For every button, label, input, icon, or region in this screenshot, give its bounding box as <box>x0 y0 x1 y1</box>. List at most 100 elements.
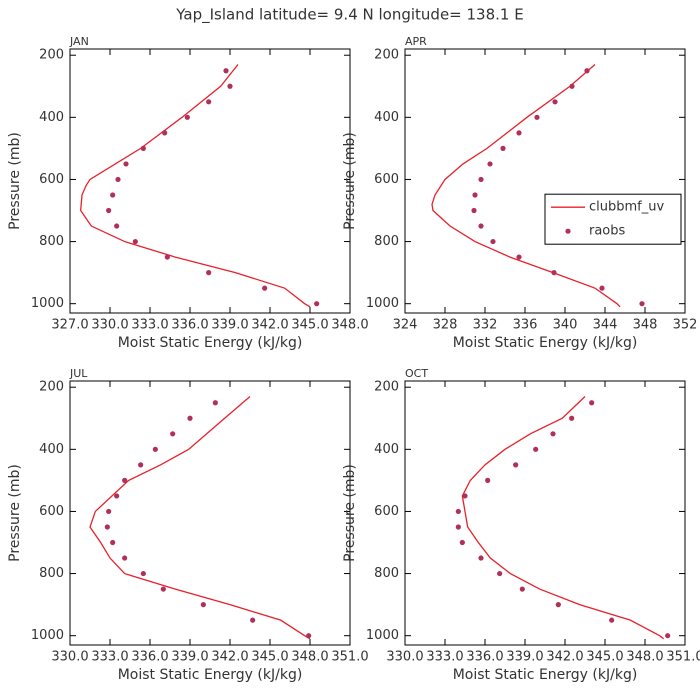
obs-point <box>472 192 478 198</box>
obs-point <box>160 586 166 592</box>
x-tick-label: 344 <box>593 318 618 333</box>
obs-point <box>110 192 116 198</box>
y-tick-label: 800 <box>39 234 64 249</box>
obs-point <box>455 508 461 515</box>
obs-point <box>478 555 484 561</box>
y-tick-label: 1000 <box>366 628 399 643</box>
x-tick-label: 351.0 <box>666 650 700 665</box>
obs-point <box>471 207 477 214</box>
y-tick-label: 400 <box>39 110 64 125</box>
obs-point <box>584 68 590 74</box>
obs-point <box>490 238 496 245</box>
x-tick-label: 352 <box>673 318 698 333</box>
x-tick-label: 336.0 <box>466 650 503 665</box>
y-tick-label: 600 <box>39 504 64 519</box>
y-tick-label: 1000 <box>31 296 64 311</box>
obs-point <box>462 493 468 499</box>
x-tick-label: 333.0 <box>131 318 168 333</box>
obs-point <box>227 83 233 89</box>
plot-frame <box>404 48 686 314</box>
y-tick-label: 1000 <box>31 628 64 643</box>
obs-point <box>550 431 556 437</box>
obs-point <box>665 633 671 639</box>
x-tick-label: 342.0 <box>546 650 583 665</box>
obs-point <box>497 570 503 577</box>
y-tick-label: 1000 <box>366 296 399 311</box>
x-tick-label: 339.0 <box>211 318 248 333</box>
obs-point <box>485 477 491 483</box>
obs-point <box>206 99 212 105</box>
obs-point <box>516 130 522 136</box>
y-tick-label: 200 <box>39 380 64 395</box>
y-tick-label: 200 <box>374 48 399 63</box>
y-tick-label: 800 <box>39 566 64 581</box>
obs-point <box>516 254 522 260</box>
x-tick-label: 330.0 <box>51 650 88 665</box>
plot-frame <box>69 380 351 646</box>
x-tick-label: 348 <box>633 318 658 333</box>
obs-point <box>459 539 465 546</box>
obs-point <box>519 586 525 592</box>
obs-point <box>110 539 116 546</box>
obs-point <box>534 114 540 120</box>
obs-point <box>140 145 146 151</box>
obs-point <box>123 161 129 167</box>
obs-point <box>306 633 312 639</box>
x-tick-label: 327.0 <box>51 318 88 333</box>
profile-line <box>79 64 311 308</box>
y-tick-label: 400 <box>374 110 399 125</box>
obs-point <box>569 83 575 89</box>
legend-label: raobs <box>589 224 626 239</box>
obs-point <box>609 617 615 623</box>
x-tick-label: 339.0 <box>506 650 543 665</box>
panel-title: OCT <box>405 367 428 380</box>
x-axis-label: Moist Static Energy (kJ/kg) <box>453 667 638 683</box>
obs-point <box>184 114 190 120</box>
obs-point <box>639 301 645 307</box>
x-tick-label: 339.0 <box>171 650 208 665</box>
y-tick-label: 600 <box>39 172 64 187</box>
y-tick-label: 200 <box>374 380 399 395</box>
panel-title: JAN <box>69 35 89 48</box>
y-axis-label: Pressure (mb) <box>342 464 358 562</box>
legend-swatch <box>565 228 571 234</box>
x-tick-label: 340 <box>553 318 578 333</box>
x-tick-label: 330.0 <box>91 318 128 333</box>
y-axis-label: Pressure (mb) <box>7 464 23 562</box>
x-tick-label: 342.0 <box>251 318 288 333</box>
obs-point <box>500 145 506 151</box>
obs-point <box>114 223 120 229</box>
obs-point <box>599 285 605 291</box>
y-tick-label: 800 <box>374 566 399 581</box>
x-tick-label: 332 <box>473 318 498 333</box>
figure-title: Yap_Island latitude= 9.4 N longitude= 13… <box>175 6 523 25</box>
obs-point <box>314 301 320 307</box>
obs-point <box>122 555 128 561</box>
obs-point <box>115 176 121 183</box>
panel-title: JUL <box>69 367 88 380</box>
obs-point <box>132 238 138 245</box>
x-tick-label: 333.0 <box>426 650 463 665</box>
obs-point <box>187 415 193 421</box>
y-tick-label: 800 <box>374 234 399 249</box>
obs-point <box>162 130 168 136</box>
y-tick-label: 400 <box>39 442 64 457</box>
x-tick-label: 336.0 <box>171 318 208 333</box>
obs-point <box>200 602 206 608</box>
obs-point <box>138 462 144 468</box>
legend-box <box>544 193 682 245</box>
obs-point <box>478 176 484 183</box>
profile-line <box>89 396 311 640</box>
profile-line <box>461 396 665 640</box>
obs-point <box>152 446 158 452</box>
obs-point <box>250 617 256 623</box>
x-tick-label: 345.0 <box>251 650 288 665</box>
obs-point <box>455 524 461 530</box>
obs-point <box>106 207 112 214</box>
obs-point <box>262 285 268 291</box>
obs-point <box>513 462 519 468</box>
x-tick-label: 348.0 <box>626 650 663 665</box>
obs-point <box>478 223 484 229</box>
y-tick-label: 400 <box>374 442 399 457</box>
x-tick-label: 324 <box>393 318 418 333</box>
